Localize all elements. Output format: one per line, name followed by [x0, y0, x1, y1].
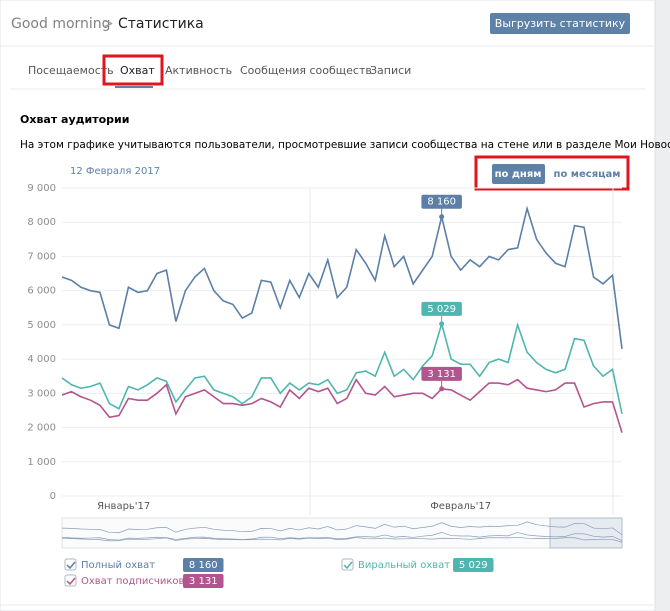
y-tick-label: 2 000 — [27, 423, 56, 434]
export-button[interactable] — [490, 13, 630, 34]
legend-checkbox[interactable] — [64, 574, 77, 587]
legend-check[interactable] — [343, 561, 353, 570]
value-label: 3 131 — [427, 369, 456, 380]
y-tick-label: 4 000 — [27, 354, 56, 365]
legend-label[interactable]: Виральный охват — [358, 560, 450, 571]
navigator-line — [61, 537, 623, 543]
legend-value-box — [453, 558, 494, 572]
legend-value: 3 131 — [189, 576, 218, 587]
y-tick-label: 1 000 — [27, 457, 56, 468]
legend-check[interactable] — [66, 561, 76, 570]
navigator[interactable] — [61, 517, 623, 549]
breadcrumb[interactable]: Good morning — [11, 16, 111, 32]
legend-label[interactable]: Полный охват — [81, 560, 155, 571]
breadcrumb-separator: > — [102, 16, 114, 32]
y-tick-label: 7 000 — [27, 251, 56, 262]
section-title: Охват аудитории — [20, 113, 129, 126]
y-tick-label: 0 — [50, 491, 56, 502]
y-tick-label: 3 000 — [27, 388, 56, 399]
legend-value: 8 160 — [189, 560, 218, 571]
toggle-active[interactable] — [492, 164, 545, 184]
series-line — [61, 205, 623, 349]
legend-checkbox[interactable] — [341, 558, 354, 571]
tab[interactable]: Записи — [370, 64, 411, 77]
y-tick-label: 5 000 — [27, 320, 56, 331]
highlight-box — [102, 54, 164, 86]
navigator-window[interactable] — [549, 517, 623, 549]
x-tick-label: Февраль'17 — [430, 501, 491, 512]
series-line — [61, 320, 623, 415]
card — [0, 0, 656, 611]
legend-checkbox[interactable] — [64, 558, 77, 571]
tab-active[interactable]: Охват — [120, 64, 155, 77]
value-label-box — [421, 366, 462, 381]
toggle-label[interactable]: по дням — [495, 169, 542, 180]
value-label: 8 160 — [427, 197, 456, 208]
legend-value: 5 029 — [459, 560, 488, 571]
navigator-line — [61, 531, 623, 541]
tab[interactable]: Активность — [165, 64, 232, 77]
value-label: 5 029 — [427, 304, 456, 315]
navigator-line — [61, 521, 623, 535]
legend-check[interactable] — [66, 577, 76, 586]
value-label-box — [421, 194, 462, 209]
legend-value-box — [183, 558, 224, 572]
value-label-box — [421, 301, 462, 316]
toggle-label[interactable]: по месяцам — [554, 169, 621, 180]
y-tick-label: 6 000 — [27, 286, 56, 297]
legend-value-box — [183, 574, 224, 588]
export-button-label[interactable]: Выгрузить статистику — [495, 17, 626, 30]
highlight-box — [474, 155, 630, 191]
y-tick-label: 8 000 — [27, 217, 56, 228]
section-description: На этом графике учитываются пользователи… — [20, 139, 670, 151]
tab[interactable]: Посещаемость — [28, 64, 114, 77]
y-tick-label: 9 000 — [27, 183, 56, 194]
series-line — [61, 378, 623, 433]
page-title: Статистика — [118, 16, 204, 32]
tab[interactable]: Сообщения сообществ — [240, 64, 372, 77]
chart-date: 12 Февраля 2017 — [70, 166, 160, 177]
legend-label[interactable]: Охват подписчиков — [81, 576, 184, 587]
x-tick-label: Январь'17 — [97, 501, 150, 512]
